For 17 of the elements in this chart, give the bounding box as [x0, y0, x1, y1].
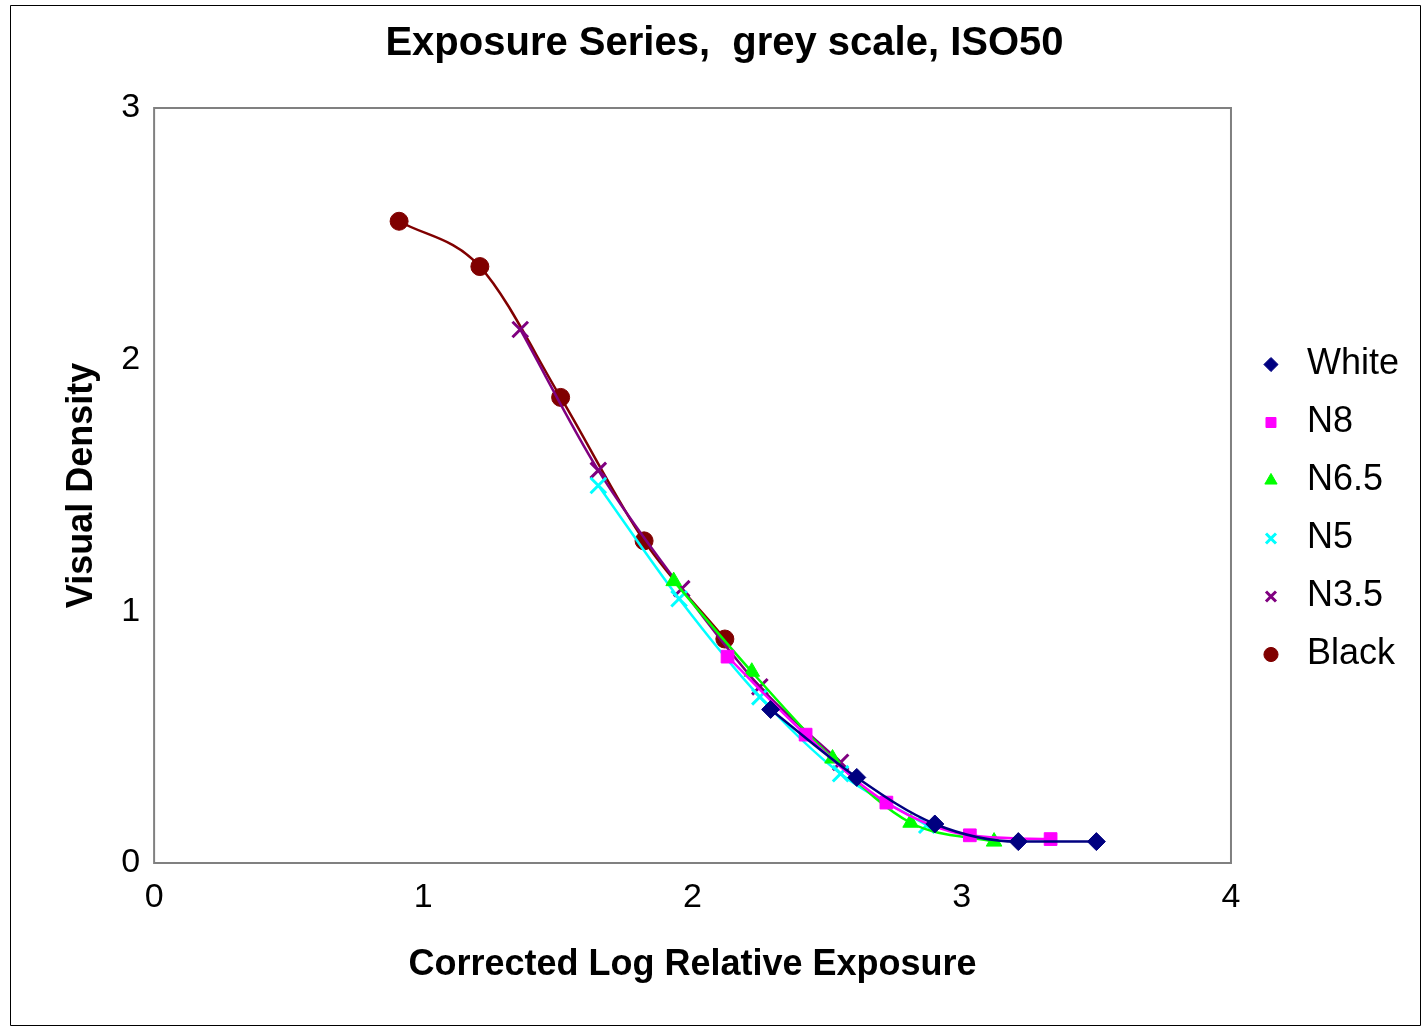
legend-label: N6.5	[1306, 457, 1384, 499]
y-tick-label: 3	[121, 86, 141, 125]
y-tick-label: 2	[121, 338, 141, 377]
x-tick-label: 2	[683, 875, 702, 914]
legend-label: N8	[1306, 399, 1354, 441]
x-tick-label: 1	[413, 875, 433, 914]
legend-label: N5	[1306, 515, 1354, 557]
legend-label: Black	[1306, 631, 1397, 673]
y-axis-title: Visual Density	[58, 362, 100, 609]
legend-label: N3.5	[1306, 573, 1384, 615]
x-tick-label: 4	[1221, 875, 1241, 914]
y-tick-label: 1	[121, 589, 141, 628]
x-tick-label: 3	[952, 875, 972, 914]
y-tick-label: 0	[121, 841, 141, 880]
x-axis-title: Corrected Log Relative Exposure	[408, 942, 977, 984]
legend-label: White	[1306, 341, 1400, 383]
chart-title: Exposure Series, grey scale, ISO50	[385, 19, 1064, 64]
